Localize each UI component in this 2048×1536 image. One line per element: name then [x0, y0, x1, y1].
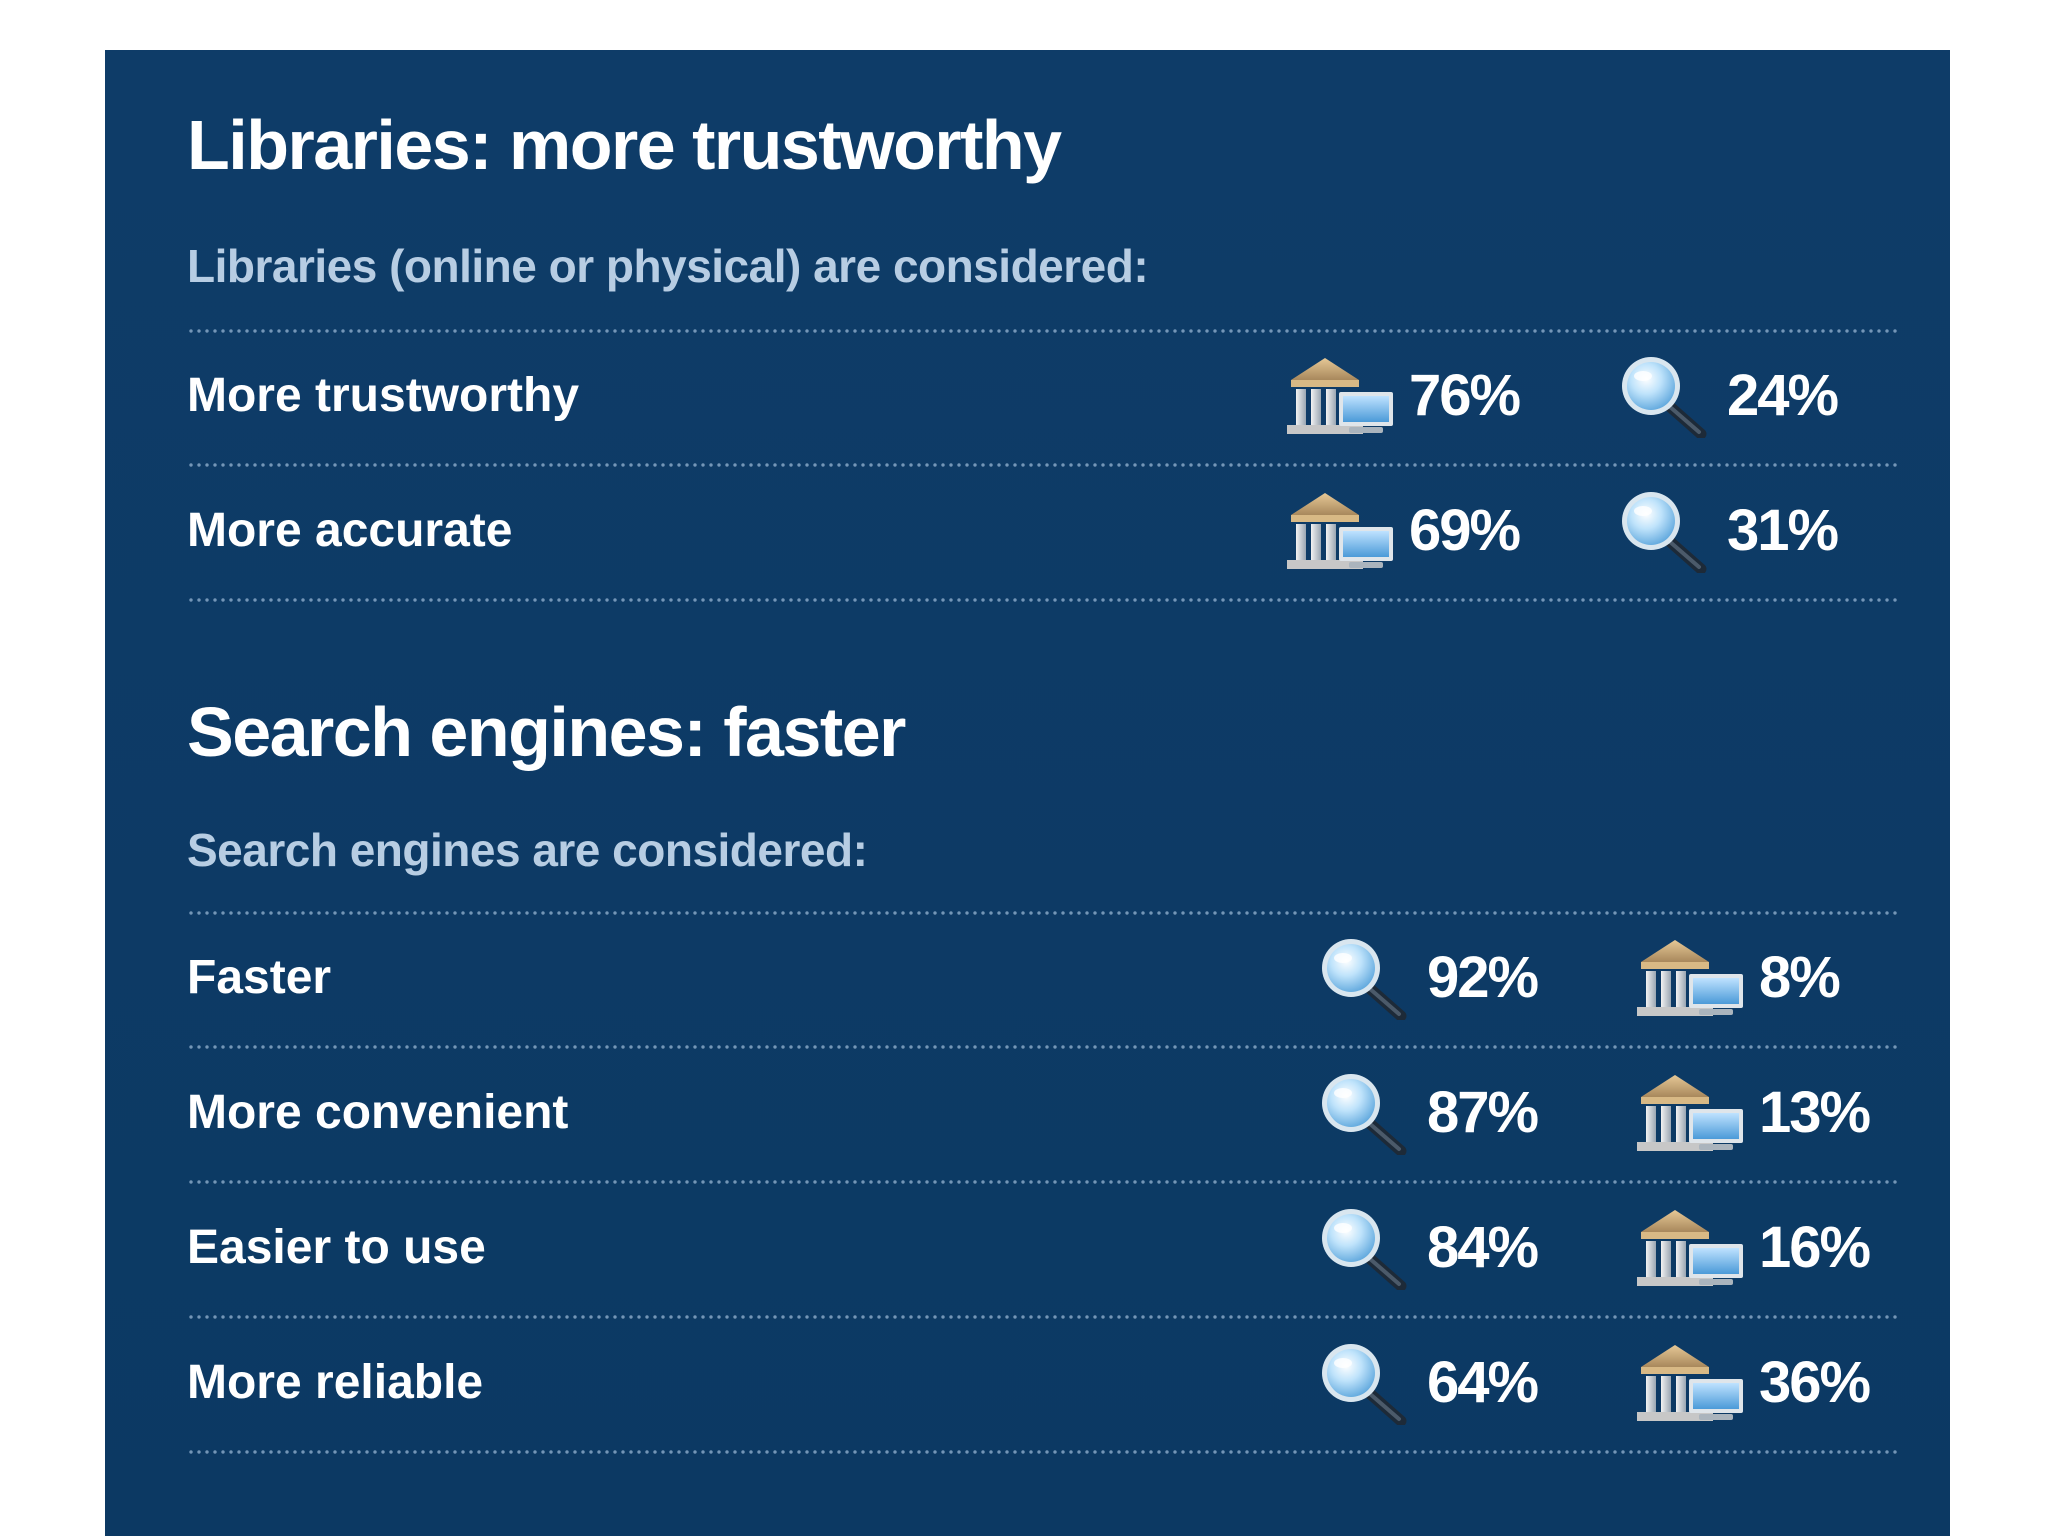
- row-label: Easier to use: [187, 1221, 486, 1274]
- row-label: More convenient: [187, 1086, 569, 1139]
- row-label: More accurate: [187, 504, 513, 557]
- stat-search: 64%: [1317, 1341, 1539, 1425]
- percent-value: 69%: [1409, 498, 1521, 563]
- table-row: Faster 92% 8%: [187, 912, 1899, 1049]
- dotted-divider: [187, 1450, 1899, 1454]
- table-row: More convenient 87% 13%: [187, 1047, 1899, 1184]
- percent-value: 64%: [1427, 1350, 1539, 1415]
- dotted-divider: [187, 1315, 1899, 1319]
- chart-panel: Libraries: more trustworthy Libraries (o…: [105, 50, 1950, 1536]
- dotted-divider: [187, 598, 1899, 602]
- table-row: Easier to use 84% 16%: [187, 1182, 1899, 1319]
- stat-search: 31%: [1617, 489, 1839, 573]
- stat-library: 16%: [1637, 1206, 1871, 1290]
- library-building-icon: [1637, 1071, 1747, 1155]
- row-label: More trustworthy: [187, 369, 580, 422]
- percent-value: 76%: [1409, 363, 1521, 428]
- magnifying-glass-icon: [1617, 354, 1709, 438]
- magnifying-glass-icon: [1317, 1341, 1409, 1425]
- magnifying-glass-icon: [1317, 936, 1409, 1020]
- section-title: Search engines: faster: [187, 693, 906, 771]
- stat-library: 13%: [1637, 1071, 1871, 1155]
- stat-library: 36%: [1637, 1341, 1871, 1425]
- stat-search: 87%: [1317, 1071, 1539, 1155]
- dotted-divider: [187, 1045, 1899, 1049]
- library-building-icon: [1637, 936, 1747, 1020]
- percent-value: 31%: [1727, 498, 1839, 563]
- library-building-icon: [1287, 489, 1397, 573]
- stat-library: 69%: [1287, 489, 1521, 573]
- row-label: More reliable: [187, 1356, 484, 1409]
- percent-value: 16%: [1759, 1215, 1871, 1280]
- table-row: More reliable 64% 36%: [187, 1317, 1899, 1454]
- stat-search: 24%: [1617, 354, 1839, 438]
- section-subtitle: Search engines are considered:: [187, 824, 868, 876]
- stat-search: 92%: [1317, 936, 1539, 1020]
- dotted-divider: [187, 911, 1899, 915]
- percent-value: 92%: [1427, 945, 1539, 1010]
- section-subtitle: Libraries (online or physical) are consi…: [187, 240, 1149, 292]
- percent-value: 84%: [1427, 1215, 1539, 1280]
- magnifying-glass-icon: [1317, 1206, 1409, 1290]
- row-label: Faster: [187, 951, 332, 1004]
- percent-value: 8%: [1759, 945, 1841, 1010]
- percent-value: 36%: [1759, 1350, 1871, 1415]
- percent-value: 13%: [1759, 1080, 1871, 1145]
- stat-search: 84%: [1317, 1206, 1539, 1290]
- library-building-icon: [1637, 1341, 1747, 1425]
- table-row: More accurate 69% 31%: [187, 465, 1899, 602]
- dotted-divider: [187, 329, 1899, 333]
- magnifying-glass-icon: [1317, 1071, 1409, 1155]
- percent-value: 24%: [1727, 363, 1839, 428]
- table-row: More trustworthy 76% 24%: [187, 330, 1899, 467]
- library-building-icon: [1287, 354, 1397, 438]
- dotted-divider: [187, 1180, 1899, 1184]
- section-title: Libraries: more trustworthy: [187, 106, 1062, 184]
- stat-library: 8%: [1637, 936, 1841, 1020]
- library-building-icon: [1637, 1206, 1747, 1290]
- percent-value: 87%: [1427, 1080, 1539, 1145]
- magnifying-glass-icon: [1617, 489, 1709, 573]
- stat-library: 76%: [1287, 354, 1521, 438]
- dotted-divider: [187, 463, 1899, 467]
